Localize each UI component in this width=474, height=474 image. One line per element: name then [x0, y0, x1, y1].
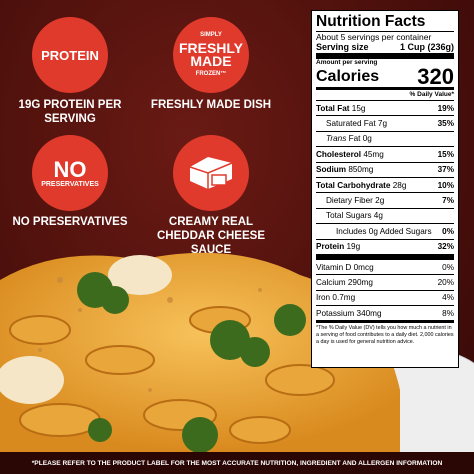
amount: 850mg — [348, 165, 374, 175]
amount: 45mg — [363, 149, 384, 159]
amount: 2g — [375, 196, 385, 206]
amount: 0mcg — [353, 262, 374, 272]
dv: 19% — [437, 103, 454, 113]
dv: 37% — [437, 165, 454, 175]
badge-caption: FRESHLY MADE DISH — [141, 98, 281, 112]
nf-row: Vitamin D 0mcg 0% — [316, 260, 454, 274]
dv: 35% — [437, 119, 454, 129]
nf-row: Protein 19g 32% — [316, 238, 454, 254]
serving-size-label: Serving size — [316, 42, 369, 52]
rule — [316, 320, 454, 324]
rule — [316, 253, 454, 260]
footnote: *The % Daily Value (DV) tells you how mu… — [316, 325, 454, 345]
nf-row: Dietary Fiber 2g 7% — [316, 192, 454, 207]
nutrient: Iron — [316, 293, 331, 303]
nf-row: Includes 0g Added Sugars 0% — [316, 223, 454, 238]
fresh-badge: SIMPLY FRESHLY MADE FROZEN™ — [173, 17, 249, 93]
dv: 15% — [437, 149, 454, 159]
rule — [316, 53, 454, 59]
dv: 7% — [442, 196, 454, 206]
nf-row: Calcium 290mg 20% — [316, 274, 454, 289]
nf-row: Total Carbohydrate 28g 10% — [316, 176, 454, 192]
dv: 10% — [437, 180, 454, 190]
nf-row: Sodium 850mg 37% — [316, 161, 454, 177]
badge-text: NO — [53, 156, 87, 182]
nutrient: Total Carbohydrate — [316, 180, 391, 190]
calories: Calories 320 — [316, 64, 454, 89]
caption-line: 19G PROTEIN PER — [18, 99, 122, 111]
calories-value: 320 — [417, 64, 454, 89]
nf-title: Nutrition Facts — [316, 13, 454, 32]
dv: 4% — [442, 293, 454, 303]
calories-label: Calories — [316, 68, 380, 85]
caption-line: SERVING — [44, 113, 96, 125]
dv-header: % Daily Value* — [409, 91, 454, 98]
caption-line: CREAMY REAL — [168, 216, 254, 228]
badge-text: MADE — [190, 53, 232, 69]
nutrition-facts: Nutrition Facts About 5 servings per con… — [311, 10, 459, 368]
badge-text: PROTEIN — [41, 47, 99, 63]
caption-line: SAUCE — [190, 244, 232, 256]
caption-line: CHEDDAR CHEESE — [157, 230, 265, 242]
nutrient: Cholesterol — [316, 149, 362, 159]
rule — [316, 87, 454, 90]
nutrient: Protein — [316, 242, 345, 252]
nutrient: Includes 0g Added Sugars — [336, 226, 432, 236]
amount: 4g — [373, 211, 383, 221]
nf-row: Trans Fat 0g — [316, 130, 454, 146]
amount-per-serving: Amount per serving — [316, 59, 378, 66]
amount: 15g — [351, 103, 366, 113]
nf-row: Potassium 340mg 8% — [316, 305, 454, 320]
amount: 19g — [346, 242, 361, 252]
amount: 7g — [377, 119, 387, 129]
amount: 290mg — [347, 277, 373, 287]
amount: 28g — [392, 180, 407, 190]
badge-caption: NO PRESERVATIVES — [0, 215, 140, 229]
nutrient: Potassium — [316, 308, 355, 318]
amount: Fat 0g — [348, 134, 372, 144]
caption-line: NO PRESERVATIVES — [12, 216, 128, 228]
dv: 32% — [437, 242, 454, 252]
disclaimer-text: *PLEASE REFER TO THE PRODUCT LABEL FOR T… — [31, 459, 443, 467]
dv: 8% — [442, 308, 454, 318]
badge-caption: CREAMY REAL CHEDDAR CHEESE SAUCE — [141, 215, 281, 257]
nf-row: Iron 0.7mg 4% — [316, 289, 454, 305]
nf-row: Saturated Fat 7g 35% — [316, 115, 454, 130]
nf-row: Total Sugars 4g — [316, 207, 454, 223]
serving-size-value: 1 Cup (236g) — [399, 42, 454, 52]
protein-badge: PROTEIN — [32, 17, 108, 93]
cheese-badge — [173, 135, 249, 211]
dv: 20% — [437, 277, 454, 287]
nutrient: Total Fat — [316, 103, 350, 113]
badge-text: FRESHLY — [178, 40, 244, 56]
nutrient: Trans — [326, 134, 347, 144]
dv: 0% — [442, 226, 454, 236]
badge-text: SIMPLY — [200, 32, 222, 38]
badge-caption: 19G PROTEIN PER SERVING — [0, 98, 140, 126]
cheese-icon — [189, 157, 233, 189]
serving-size: Serving size 1 Cup (236g) — [316, 42, 454, 53]
caption-line: FRESHLY MADE DISH — [150, 99, 272, 111]
nutrient: Vitamin D — [316, 262, 352, 272]
disclaimer: *PLEASE REFER TO THE PRODUCT LABEL FOR T… — [0, 452, 474, 474]
badge-text: PRESERVATIVES — [41, 180, 99, 188]
nf-row: Total Fat 15g 19% — [316, 100, 454, 115]
dv: 0% — [442, 262, 454, 272]
nutrient: Saturated Fat — [326, 119, 376, 129]
amount: 0.7mg — [332, 293, 356, 303]
nutrient: Total Sugars — [326, 211, 372, 221]
no-preservatives-badge: NO PRESERVATIVES — [32, 135, 108, 211]
servings: About 5 servings per container — [316, 32, 432, 42]
amount: 340mg — [356, 308, 382, 318]
badge-text: FROZEN™ — [195, 71, 227, 77]
nutrient: Calcium — [316, 277, 346, 287]
nf-row: Cholesterol 45mg 15% — [316, 146, 454, 161]
nutrient: Dietary Fiber — [326, 196, 373, 206]
nutrient: Sodium — [316, 165, 347, 175]
